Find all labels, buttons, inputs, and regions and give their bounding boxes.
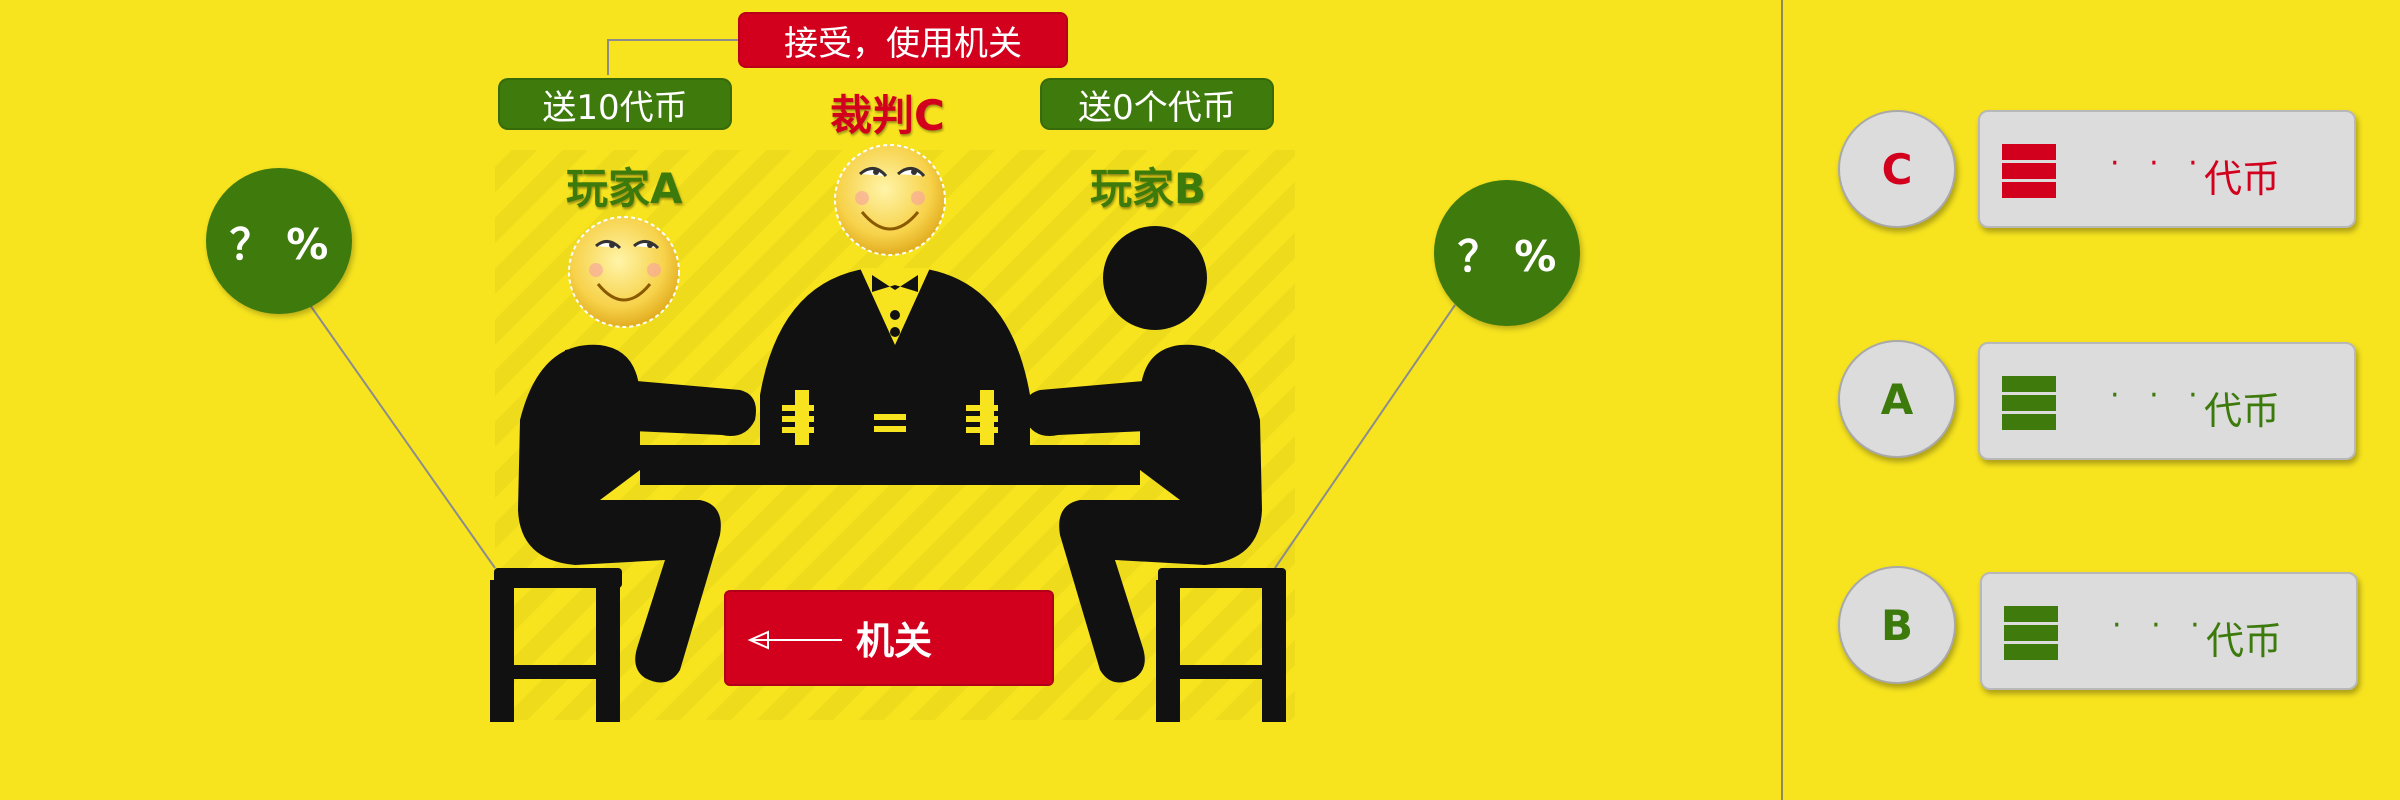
left-percent-bubble: ？ % [206, 168, 352, 314]
badge-letter: A [1880, 374, 1914, 424]
left-percent-line [309, 304, 496, 569]
badge-letter: B [1880, 600, 1913, 650]
accept-trap-text: 接受，使用机关 [784, 23, 1022, 64]
left-arrow-icon [747, 630, 842, 650]
panel-divider [1781, 0, 1783, 800]
token-stack-right-icon [966, 405, 998, 433]
right-percent-bubble: ？ % [1434, 180, 1580, 326]
token-amount-dots: · · · [2110, 378, 2208, 413]
player-a-label: 玩家A [566, 164, 683, 213]
player-a-figure [518, 344, 756, 683]
trap-label: 机关 [856, 619, 933, 663]
token-unit: 代币 [2204, 389, 2281, 433]
right-percent-line [1274, 304, 1456, 569]
player-b-figure [1024, 226, 1262, 683]
player-a-emoji-face-icon [568, 216, 680, 328]
coin-stack-icon [2004, 606, 2058, 662]
stool-left [490, 568, 622, 722]
stool-right [1156, 568, 1286, 722]
player-b-label: 玩家B [1090, 164, 1207, 213]
token-stack-center-icon [874, 414, 906, 432]
token-stack-left-icon [782, 405, 814, 433]
give-tokens-right-text: 送0个代币 [1078, 87, 1236, 128]
give-tokens-right-tag: 送0个代币 [1040, 78, 1274, 130]
left-percent-text: ？ % [229, 219, 329, 269]
badge-letter: C [1881, 144, 1913, 194]
token-unit: 代币 [2206, 619, 2283, 663]
referee-label: 裁判C [830, 91, 945, 140]
referee-c-token-card: · · · 代币 [1978, 110, 2356, 228]
accept-trap-tag: 接受，使用机关 [738, 12, 1068, 68]
token-unit: 代币 [2204, 157, 2281, 201]
give-tokens-left-tag: 送10代币 [498, 78, 732, 130]
coin-stack-icon [2002, 144, 2056, 200]
token-amount-dots: · · · [2112, 608, 2210, 643]
right-percent-text: ？ % [1457, 231, 1557, 281]
player-a-token-card: · · · 代币 [1978, 342, 2356, 460]
token-amount-dots: · · · [2110, 146, 2208, 181]
game-table [640, 445, 1140, 485]
player-a-badge: A [1838, 340, 1956, 458]
referee-c-badge: C [1838, 110, 1956, 228]
trap-box: 机关 [724, 590, 1054, 686]
give-tokens-left-text: 送10代币 [542, 87, 688, 128]
player-b-token-card: · · · 代币 [1980, 572, 2358, 690]
connector-line [607, 39, 738, 75]
referee-emoji-face-icon [834, 144, 946, 256]
coin-stack-icon [2002, 376, 2056, 432]
player-b-badge: B [1838, 566, 1956, 684]
